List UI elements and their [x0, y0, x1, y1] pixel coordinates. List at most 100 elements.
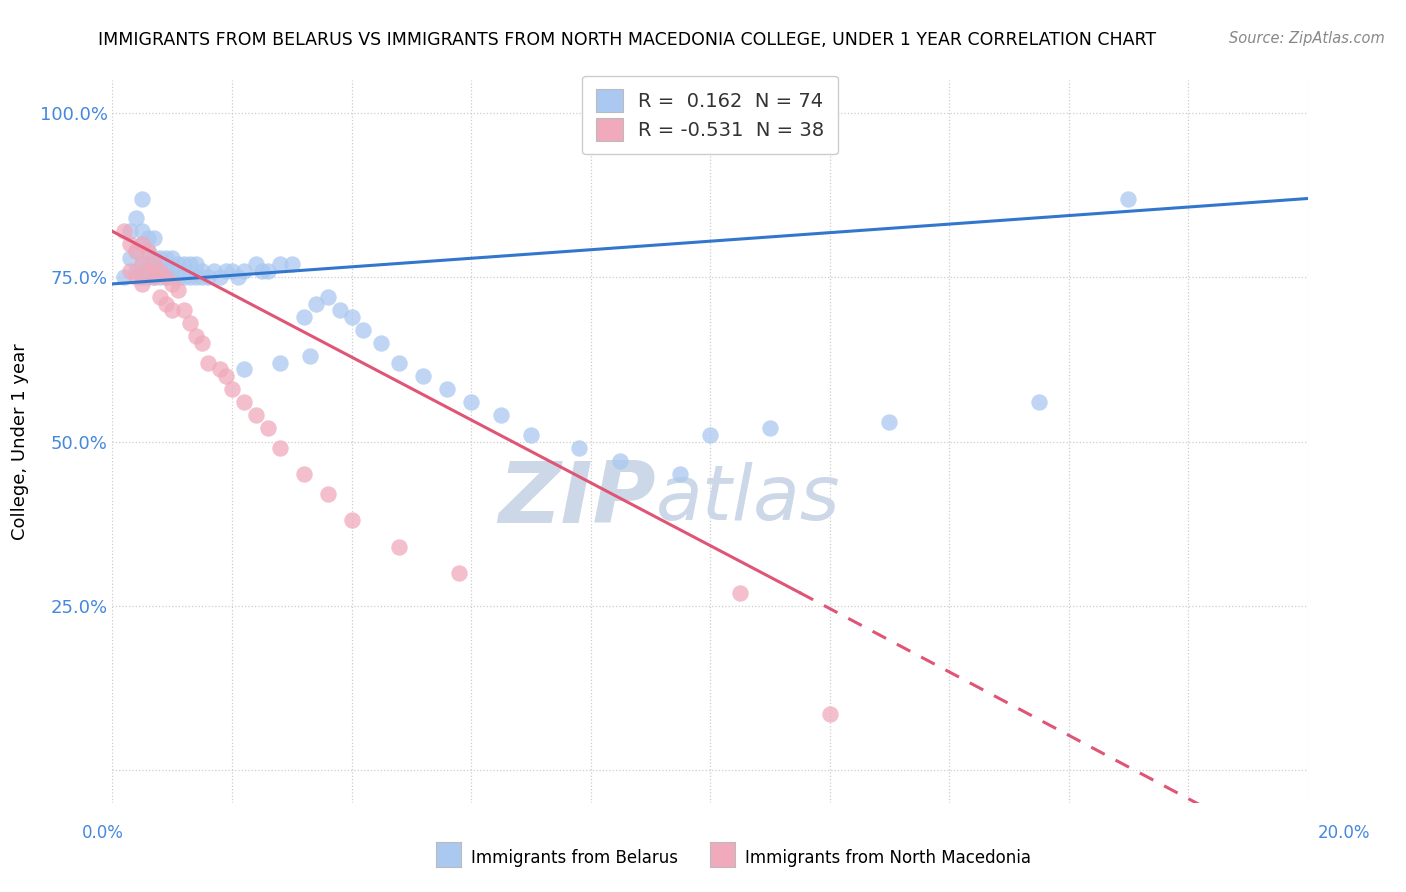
- Point: [388, 356, 411, 370]
- Point: [138, 264, 160, 278]
- Legend: R =  0.162  N = 74, R = -0.531  N = 38: R = 0.162 N = 74, R = -0.531 N = 38: [582, 76, 838, 154]
- Point: [215, 264, 238, 278]
- Point: [191, 270, 214, 285]
- Point: [173, 270, 195, 285]
- Point: [143, 264, 166, 278]
- Point: [131, 257, 153, 271]
- Point: [292, 467, 315, 482]
- Point: [233, 395, 256, 409]
- Point: [120, 264, 142, 278]
- Point: [162, 303, 183, 318]
- Point: [269, 257, 291, 271]
- Point: [353, 323, 375, 337]
- Point: [818, 707, 841, 722]
- Text: IMMIGRANTS FROM BELARUS VS IMMIGRANTS FROM NORTH MACEDONIA COLLEGE, UNDER 1 YEAR: IMMIGRANTS FROM BELARUS VS IMMIGRANTS FR…: [98, 31, 1157, 49]
- Point: [520, 428, 543, 442]
- Point: [209, 362, 232, 376]
- Point: [173, 257, 195, 271]
- Point: [131, 237, 153, 252]
- Point: [316, 487, 339, 501]
- Point: [879, 415, 901, 429]
- Point: [155, 251, 177, 265]
- Point: [197, 270, 219, 285]
- Point: [149, 251, 172, 265]
- Point: [155, 264, 177, 278]
- Point: [221, 382, 243, 396]
- Point: [388, 540, 411, 554]
- Point: [281, 257, 304, 271]
- Point: [155, 270, 177, 285]
- Point: [257, 421, 280, 435]
- Point: [728, 585, 751, 599]
- Point: [162, 264, 183, 278]
- Point: [162, 270, 183, 285]
- Point: [179, 270, 201, 285]
- Point: [233, 362, 256, 376]
- Point: [209, 270, 232, 285]
- Point: [167, 284, 190, 298]
- Point: [114, 270, 135, 285]
- Point: [138, 244, 160, 258]
- Point: [179, 257, 201, 271]
- Point: [167, 257, 190, 271]
- Point: [162, 251, 183, 265]
- Point: [191, 336, 214, 351]
- Point: [120, 237, 142, 252]
- Point: [131, 277, 153, 291]
- Point: [138, 257, 160, 271]
- Point: [460, 395, 482, 409]
- Point: [179, 316, 201, 330]
- Point: [155, 270, 177, 285]
- Point: [489, 409, 512, 423]
- Point: [269, 441, 291, 455]
- Point: [149, 270, 172, 285]
- Point: [759, 421, 782, 435]
- Point: [699, 428, 721, 442]
- Point: [125, 244, 148, 258]
- Text: Immigrants from North Macedonia: Immigrants from North Macedonia: [745, 849, 1031, 867]
- Point: [138, 270, 160, 285]
- Text: 0.0%: 0.0%: [82, 824, 124, 842]
- Point: [340, 513, 363, 527]
- Point: [298, 349, 321, 363]
- Point: [143, 231, 166, 245]
- Point: [162, 277, 183, 291]
- Point: [370, 336, 392, 351]
- Point: [202, 264, 225, 278]
- Text: Immigrants from Belarus: Immigrants from Belarus: [471, 849, 678, 867]
- Point: [125, 270, 148, 285]
- Point: [138, 244, 160, 258]
- Text: ZIP: ZIP: [499, 458, 657, 541]
- Point: [125, 211, 148, 226]
- Point: [1118, 192, 1140, 206]
- Point: [609, 454, 631, 468]
- Point: [131, 257, 153, 271]
- Point: [191, 264, 214, 278]
- Point: [329, 303, 352, 318]
- Point: [669, 467, 692, 482]
- Point: [120, 251, 142, 265]
- Point: [316, 290, 339, 304]
- Point: [155, 296, 177, 310]
- Point: [305, 296, 328, 310]
- Point: [186, 270, 208, 285]
- Point: [340, 310, 363, 324]
- Point: [1028, 395, 1050, 409]
- Point: [149, 264, 172, 278]
- Text: Source: ZipAtlas.com: Source: ZipAtlas.com: [1229, 31, 1385, 46]
- Point: [568, 441, 591, 455]
- Point: [245, 257, 267, 271]
- Point: [233, 264, 256, 278]
- Point: [120, 224, 142, 238]
- Point: [143, 257, 166, 271]
- Point: [245, 409, 267, 423]
- Point: [269, 356, 291, 370]
- Point: [257, 264, 280, 278]
- Text: atlas: atlas: [657, 462, 841, 536]
- Point: [221, 264, 243, 278]
- Point: [292, 310, 315, 324]
- Point: [143, 251, 166, 265]
- Point: [138, 231, 160, 245]
- Point: [131, 192, 153, 206]
- Point: [449, 566, 471, 580]
